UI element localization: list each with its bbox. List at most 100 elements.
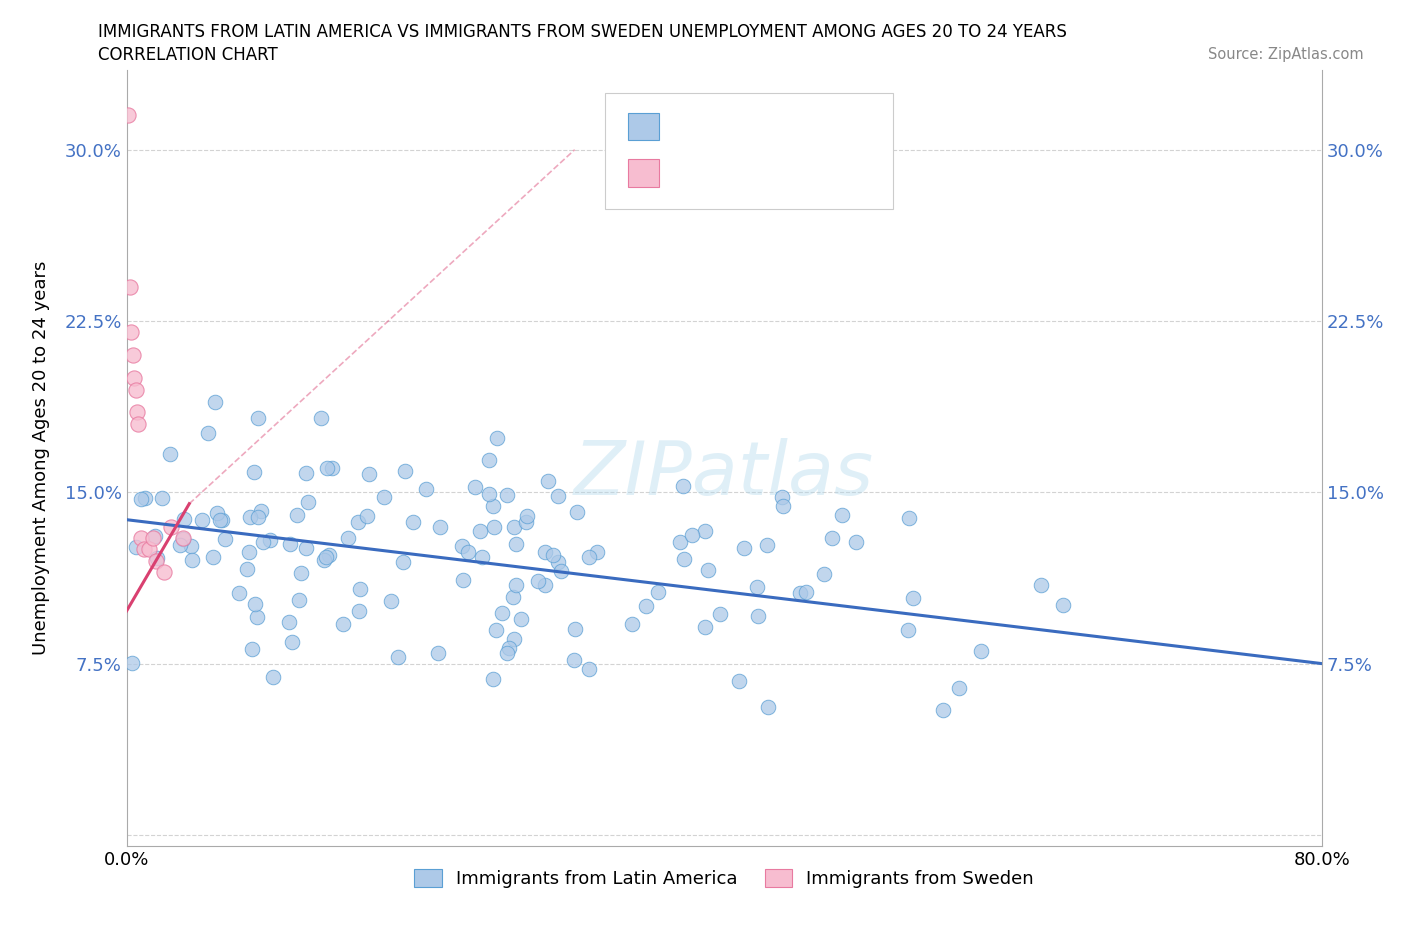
Point <box>125 539 148 554</box>
Legend: Immigrants from Latin America, Immigrants from Sweden: Immigrants from Latin America, Immigrant… <box>408 862 1040 896</box>
Point <box>1029 578 1052 592</box>
Point <box>191 512 214 527</box>
Point <box>747 608 769 623</box>
Point <box>621 617 644 631</box>
Y-axis label: Unemployment Among Ages 20 to 24 years: Unemployment Among Ages 20 to 24 years <box>32 260 51 656</box>
Point <box>262 670 284 684</box>
Point <box>564 621 586 636</box>
Point <box>295 540 318 555</box>
Point <box>312 552 335 567</box>
Point <box>387 649 409 664</box>
Point <box>756 538 779 552</box>
Point <box>696 563 718 578</box>
Point <box>745 579 768 594</box>
Point <box>457 545 479 560</box>
Point <box>118 279 141 294</box>
Point <box>451 572 474 587</box>
Point <box>693 619 716 634</box>
Point <box>246 610 269 625</box>
Point <box>201 550 224 565</box>
Point <box>932 702 955 717</box>
Point <box>240 642 263 657</box>
Text: CORRELATION CHART: CORRELATION CHART <box>98 46 278 64</box>
Point <box>502 590 524 604</box>
Point <box>356 509 378 524</box>
Point <box>482 519 505 534</box>
Point <box>482 498 505 513</box>
Point <box>125 405 148 419</box>
Point <box>578 550 600 565</box>
Point <box>277 614 299 629</box>
Point <box>562 652 585 667</box>
Point <box>505 578 527 592</box>
Point <box>402 514 425 529</box>
Point <box>315 550 337 565</box>
Point <box>134 542 156 557</box>
Point <box>359 466 381 481</box>
Text: N =: N = <box>786 114 825 133</box>
Point <box>134 491 156 506</box>
Point <box>297 495 319 510</box>
Point <box>478 453 501 468</box>
Point <box>332 617 354 631</box>
Point <box>505 537 527 551</box>
Point <box>482 671 505 686</box>
Point <box>636 599 658 614</box>
Point <box>117 108 139 123</box>
Text: ZIPatlas: ZIPatlas <box>574 437 875 510</box>
Point <box>228 586 250 601</box>
Point <box>321 461 343 476</box>
Point <box>239 509 262 524</box>
Point <box>415 482 437 497</box>
Point <box>515 514 537 529</box>
Point <box>145 553 167 568</box>
Point <box>669 535 692 550</box>
Point <box>159 446 181 461</box>
Point <box>160 519 183 534</box>
Point <box>246 510 269 525</box>
Point <box>831 508 853 523</box>
Point <box>821 530 844 545</box>
Point <box>526 574 548 589</box>
Point <box>901 591 924 605</box>
Point <box>772 498 794 513</box>
Point <box>672 551 695 566</box>
Point <box>789 586 811 601</box>
Point <box>209 512 232 527</box>
Text: 138: 138 <box>825 114 863 133</box>
Point <box>250 504 273 519</box>
Point <box>153 565 176 579</box>
Point <box>150 490 173 505</box>
Point <box>547 488 569 503</box>
Point <box>294 466 316 481</box>
Point <box>547 554 569 569</box>
Point <box>586 545 609 560</box>
Point <box>485 622 508 637</box>
Point <box>970 644 993 658</box>
Text: R =: R = <box>671 161 710 179</box>
Text: Source: ZipAtlas.com: Source: ZipAtlas.com <box>1208 46 1364 61</box>
Point <box>122 371 145 386</box>
Point <box>247 411 270 426</box>
Point <box>537 473 560 488</box>
Point <box>578 662 600 677</box>
Point <box>288 593 311 608</box>
Point <box>794 585 817 600</box>
Point <box>471 550 494 565</box>
Point <box>173 512 195 526</box>
Point <box>243 597 266 612</box>
Point <box>169 538 191 553</box>
Point <box>695 524 717 538</box>
Point <box>813 566 835 581</box>
Point <box>373 489 395 504</box>
Point <box>252 534 274 549</box>
Point <box>121 656 143 671</box>
Point <box>534 544 557 559</box>
Point <box>502 631 524 646</box>
Point <box>180 538 202 553</box>
Point <box>259 533 281 548</box>
Point <box>278 537 301 551</box>
Point <box>486 431 509 445</box>
Point <box>172 532 194 547</box>
Point <box>427 645 450 660</box>
